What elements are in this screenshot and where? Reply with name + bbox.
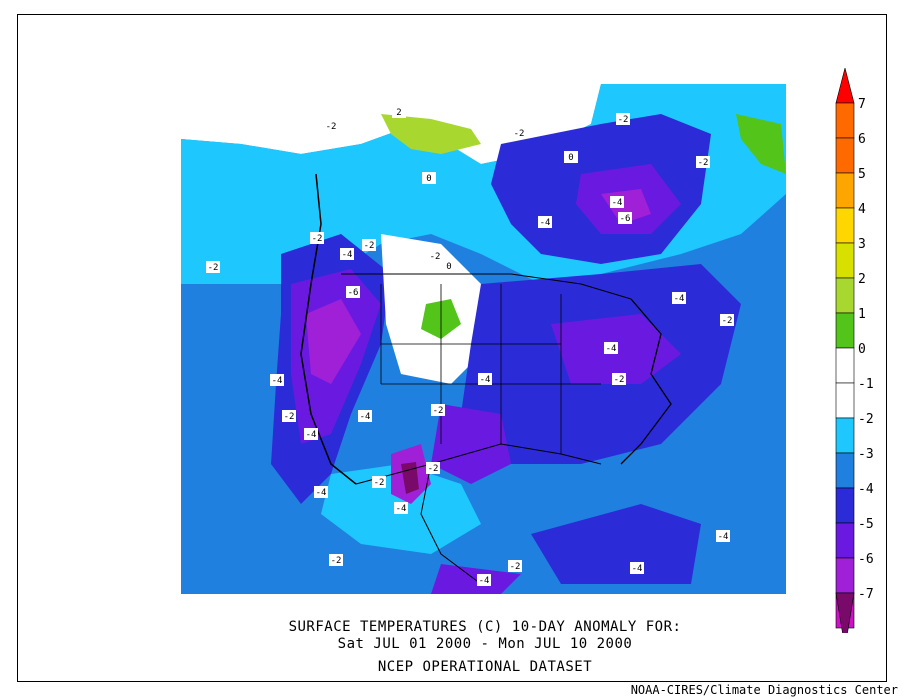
contour-label: -4 [479,576,490,586]
contour-label: 0 [446,262,451,272]
colorbar-label: -1 [858,377,874,392]
colorbar-label: 0 [858,342,866,357]
colorbar-label: 5 [858,167,866,182]
contour-label: -4 [612,198,623,208]
colorbar-legend: 7 6 5 4 3 2 1 0 -1 -2 -3 -4 -5 -6 -7 [835,68,874,633]
contour-label: -2 [326,122,337,132]
coastline-east [620,298,672,465]
colorbar-label: -6 [858,552,874,567]
contour-label: -4 [718,532,729,542]
credit-text: NOAA-CIRES/Climate Diagnostics Center [630,683,898,697]
colorbar-cell [835,557,855,594]
colorbar-cell [835,172,855,209]
region-positive-north [381,114,481,154]
contour-label: -4 [480,375,491,385]
colorbar-cell [835,347,855,384]
title-line-3: NCEP OPERATIONAL DATASET [377,659,593,675]
contour-label: -4 [674,294,685,304]
colorbar-label: 6 [858,132,866,147]
contour-label: -2 [618,115,629,125]
region-violet-plains [431,404,511,484]
contour-label: -2 [722,316,733,326]
anomaly-map: -2 2 -2 0 -2 -2 0 -2 -4 -6 -4 -2 -2 -4 -… [181,84,786,594]
contour-label: -2 [331,556,342,566]
colorbar-cells [835,68,855,633]
contour-label: -6 [348,288,359,298]
colorbar-cell [835,207,855,244]
coastline-mexico [420,463,482,585]
colorbar-labels: 7 6 5 4 3 2 1 0 -1 -2 -3 -4 -5 -6 -7 [858,97,874,602]
colorbar-label: 4 [858,202,866,217]
contour-label: -2 [374,478,385,488]
contour-label: -4 [360,412,371,422]
colorbar-label: -2 [858,412,874,427]
contour-label: -2 [614,375,625,385]
colorbar-label: 7 [858,97,866,112]
coastline-west [300,173,357,485]
contour-label: -2 [284,412,295,422]
colorbar-cell [835,487,855,524]
contour-label: -4 [272,376,283,386]
contour-label: -2 [364,241,375,251]
colorbar-cell [835,452,855,489]
contour-label: -4 [306,430,317,440]
colorbar-cell [835,137,855,174]
contour-labels: -2 2 -2 0 -2 -2 0 -2 -4 -6 -4 -2 -2 -4 -… [206,106,734,586]
contour-label: -6 [620,214,631,224]
contour-label: -2 [433,406,444,416]
colorbar-cell [835,522,855,559]
contour-label: -2 [312,234,323,244]
contour-label: -2 [208,263,219,273]
colorbar-top-cap [835,68,855,104]
contour-label: -4 [396,504,407,514]
contour-label: -2 [430,252,441,262]
region-neutral-northwest [181,84,416,154]
contour-label: -4 [316,488,327,498]
title-line-2: Sat JUL 01 2000 - Mon JUL 10 2000 [337,636,633,652]
colorbar-label: -7 [858,587,874,602]
region-violet-south [431,564,521,594]
colorbar-cell [835,242,855,279]
contour-label: -4 [632,564,643,574]
contour-label: 0 [426,174,431,184]
contour-label: -2 [510,562,521,572]
contour-label: -2 [428,464,439,474]
border-us-canada [341,273,632,300]
colorbar-label: -5 [858,517,874,532]
region-positive-northeast [736,114,786,174]
colorbar-cell [835,277,855,314]
title-line-1: SURFACE TEMPERATURES (C) 10-DAY ANOMALY … [288,619,682,635]
contour-label: -4 [342,250,353,260]
colorbar-label: 1 [858,307,866,322]
colorbar-cell [835,382,855,419]
region-purple-west [306,299,361,384]
colorbar-label: 3 [858,237,866,252]
contour-label: 2 [396,108,401,118]
contour-label: 0 [568,153,573,163]
region-blue-caribbean [531,504,701,584]
colorbar-cell [835,312,855,349]
colorbar-label: -3 [858,447,874,462]
state-borders [380,284,601,454]
contour-label: -4 [606,344,617,354]
colorbar-cell [835,417,855,454]
colorbar-cell [835,102,855,139]
plot-frame [17,14,887,682]
contour-label: -4 [540,218,551,228]
colorbar-label: 2 [858,272,866,287]
contour-label: -2 [514,129,525,139]
colorbar-bottom-cap [835,592,855,633]
contour-label: -2 [698,158,709,168]
region-deep-purple-mexico [401,462,419,494]
colorbar-label: -4 [858,482,874,497]
